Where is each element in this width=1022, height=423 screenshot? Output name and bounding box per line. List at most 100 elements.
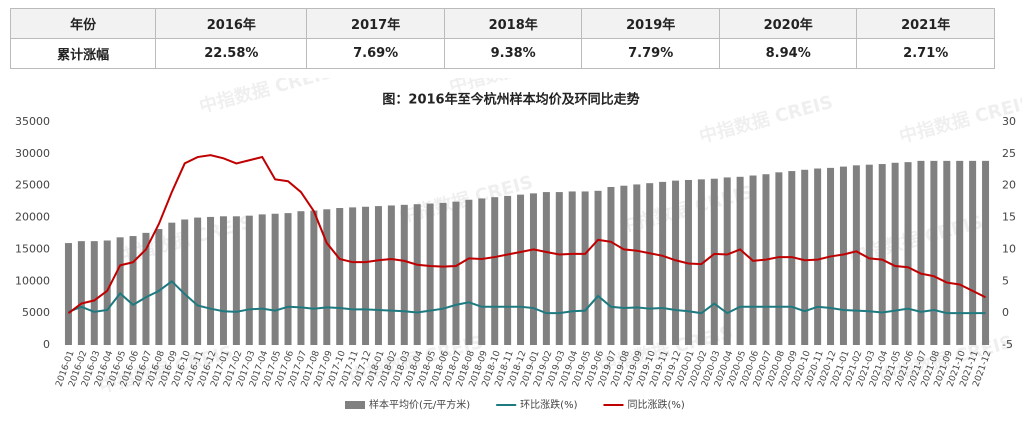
table-cell: 7.69%: [306, 38, 445, 69]
chart-title: 图：2016年至今杭州样本均价及环同比走势: [382, 92, 639, 108]
bar: [517, 194, 525, 345]
bar: [271, 213, 279, 345]
summary-table: 年份 2016年 2017年 2018年 2019年 2020年 2021年 累计涨幅 22.5…: [9, 8, 995, 69]
y2-tick-label: 10: [1002, 242, 1016, 255]
bar: [400, 204, 408, 345]
bar: [555, 192, 563, 345]
y2-tick-label: 20: [1002, 179, 1016, 192]
bar: [168, 222, 176, 345]
bar: [659, 181, 667, 345]
bar: [904, 162, 912, 345]
table-cell: 8.94%: [718, 38, 858, 69]
bar: [155, 229, 163, 345]
bar: [878, 164, 886, 345]
table-cell: 2020年: [718, 8, 858, 39]
bar: [374, 206, 382, 345]
table-cell: 2016年: [155, 8, 308, 39]
table-cell: 7.79%: [581, 38, 720, 69]
table-cell: 2021年: [856, 8, 995, 39]
bar: [426, 203, 434, 345]
legend-label: 同比涨跌(%): [627, 398, 684, 411]
bar: [439, 202, 447, 345]
y2-tick-label: 15: [1002, 211, 1016, 224]
table-cell: 年份: [9, 8, 157, 39]
bar: [219, 216, 227, 345]
bar: [323, 209, 331, 345]
bar: [814, 168, 822, 345]
bar: [129, 236, 137, 345]
table-cell: 2017年: [306, 8, 445, 39]
legend-label: 环比涨跌(%): [520, 398, 577, 411]
bar: [245, 215, 253, 345]
bar: [387, 205, 395, 345]
bar: [207, 216, 215, 345]
y2-tick-label: -5: [1002, 338, 1013, 351]
bar: [465, 199, 473, 345]
bar: [258, 214, 266, 345]
y2-tick-label: 25: [1002, 147, 1016, 160]
watermark: 中指数据 CREIS: [697, 91, 835, 148]
bar: [736, 176, 744, 345]
bar: [568, 191, 576, 345]
table-cell: 2018年: [443, 8, 583, 39]
line: [67, 154, 986, 314]
bar: [491, 197, 499, 345]
bar: [581, 191, 589, 345]
bar: [413, 204, 421, 345]
bar: [181, 219, 189, 345]
bar: [504, 195, 512, 345]
bar: [865, 164, 873, 345]
bar: [64, 243, 72, 345]
y-tick-label: 15000: [15, 242, 50, 255]
bar: [646, 183, 654, 345]
bar: [801, 169, 809, 345]
bar: [633, 184, 641, 345]
y-tick-label: 5000: [22, 306, 50, 319]
y2-tick-label: 30: [1002, 115, 1016, 128]
bar: [232, 216, 240, 345]
bar: [349, 207, 357, 345]
y-tick-label: 0: [43, 338, 50, 351]
bar: [672, 180, 680, 345]
bar: [310, 210, 318, 345]
bar: [982, 160, 990, 345]
bar: [775, 172, 783, 345]
bar: [839, 166, 847, 345]
bar: [336, 208, 344, 345]
line: [68, 279, 986, 315]
y2-tick-label: 0: [1002, 306, 1009, 319]
bar: [710, 178, 718, 345]
bar: [529, 193, 537, 345]
bar: [723, 177, 731, 345]
y-tick-label: 10000: [15, 274, 50, 287]
bar: [297, 211, 305, 345]
chart: 图：2016年至今杭州样本均价及环同比走势 中指数据 CREIS 中指数据 CRE…: [15, 78, 1022, 411]
bar: [116, 237, 124, 345]
bar: [956, 160, 964, 345]
watermark: 中指数据 CREIS: [197, 78, 335, 118]
y-tick-label: 20000: [15, 211, 50, 224]
y2-tick-label: 5: [1002, 274, 1009, 287]
table-cell: 2019年: [581, 8, 720, 39]
bar: [943, 160, 951, 345]
bar: [930, 160, 938, 345]
y-tick-label: 30000: [15, 147, 50, 160]
table-cell: 2.71%: [856, 38, 995, 69]
bar: [142, 232, 150, 345]
legend-swatch: [345, 401, 365, 409]
bar: [452, 201, 460, 345]
table-cell: 22.58%: [155, 38, 308, 69]
table-row: 累计涨幅 22.58% 7.69% 9.38% 7.79% 8.94% 2.71%: [9, 38, 995, 69]
bar: [90, 241, 98, 345]
bar: [362, 206, 370, 345]
bar: [194, 217, 202, 345]
legend-label: 样本平均价(元/平方米): [369, 398, 470, 411]
bar: [77, 241, 85, 345]
bar: [891, 162, 899, 345]
bar: [284, 213, 292, 345]
bar: [542, 192, 550, 345]
bar: [103, 240, 111, 345]
y-tick-label: 35000: [15, 115, 50, 128]
bar: [607, 186, 615, 345]
